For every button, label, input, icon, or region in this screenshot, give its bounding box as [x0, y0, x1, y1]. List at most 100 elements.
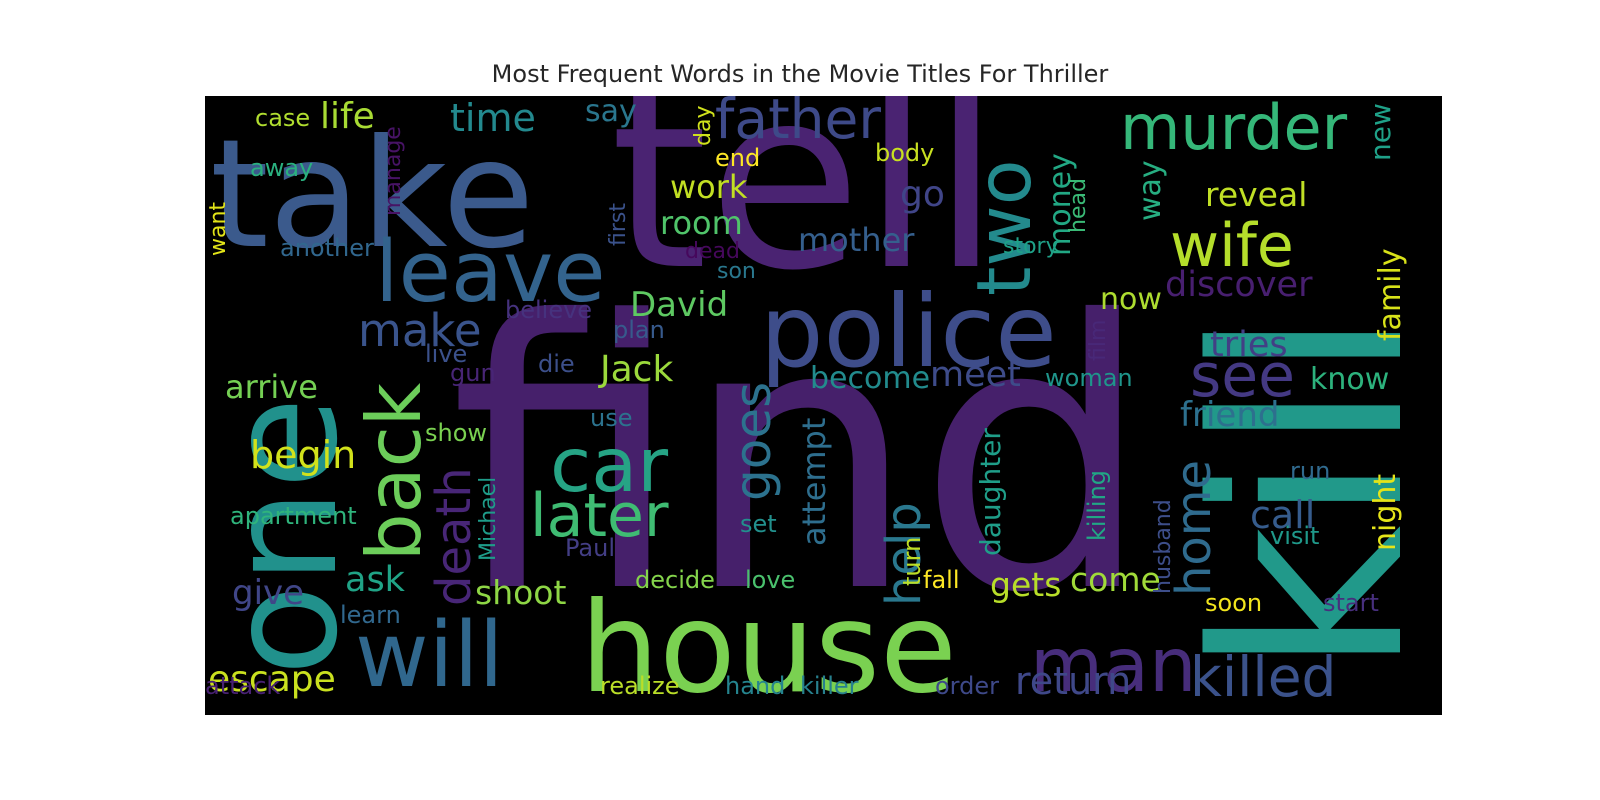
word-go: go: [900, 174, 945, 215]
word-want: want: [206, 202, 231, 256]
word-two: two: [960, 159, 1048, 296]
word-back: back: [350, 382, 438, 561]
word-attempt: attempt: [795, 418, 833, 546]
word-police: police: [760, 273, 1057, 390]
word-away: away: [250, 154, 313, 182]
word-body: body: [875, 139, 934, 167]
word-man: man: [1030, 621, 1197, 709]
word-ask: ask: [345, 560, 406, 600]
word-one: one: [205, 397, 371, 676]
word-discover: discover: [1165, 265, 1313, 305]
word-will: will: [355, 603, 504, 708]
word-later: later: [530, 481, 669, 551]
word-love: love: [745, 566, 795, 594]
word-kill: kill: [1160, 309, 1442, 676]
word-work: work: [670, 168, 748, 206]
word-say: say: [585, 96, 637, 129]
word-killer: killer: [800, 672, 859, 700]
word-friend: friend: [1180, 395, 1279, 435]
word-killing: killing: [1083, 470, 1111, 541]
word-set: set: [740, 510, 777, 538]
word-escape: escape: [208, 659, 336, 700]
word-take: take: [210, 108, 535, 282]
word-call: call: [1250, 493, 1315, 537]
word-case: case: [255, 104, 310, 132]
word-attack: attack: [205, 672, 280, 700]
word-find: find: [450, 244, 1152, 674]
word-day: day: [691, 106, 716, 146]
word-turn: turn: [898, 537, 926, 586]
word-soon: soon: [1205, 589, 1262, 617]
word-jack: Jack: [598, 349, 673, 390]
word-film: film: [1086, 320, 1111, 361]
word-story: story: [1003, 234, 1059, 259]
word-give: give: [232, 573, 304, 613]
word-death: death: [426, 467, 482, 606]
word-start: start: [1323, 589, 1379, 617]
word-new: new: [1364, 103, 1397, 161]
word-know: know: [1310, 362, 1389, 397]
word-return: return: [1015, 659, 1131, 703]
word-order: order: [935, 672, 999, 700]
word-reveal: reveal: [1205, 175, 1307, 214]
word-house: house: [580, 576, 957, 715]
word-life: life: [320, 96, 375, 137]
word-manage: manage: [381, 126, 406, 216]
word-son: son: [717, 259, 756, 284]
word-show: show: [425, 419, 487, 447]
word-tell: tell: [610, 96, 1001, 325]
word-help: help: [876, 502, 932, 606]
word-learn: learn: [340, 601, 401, 629]
word-killed: killed: [1190, 645, 1336, 709]
word-daughter: daughter: [974, 428, 1007, 556]
word-apartment: apartment: [230, 502, 357, 530]
word-realize: realize: [600, 672, 680, 700]
word-way: way: [1133, 160, 1168, 221]
word-plan: plan: [613, 316, 665, 344]
word-fall: fall: [923, 566, 960, 594]
word-make: make: [358, 304, 482, 357]
word-tries: tries: [1210, 325, 1288, 365]
word-money: money: [1043, 153, 1078, 256]
word-husband: husband: [1151, 499, 1176, 594]
word-paul: Paul: [565, 534, 615, 562]
word-woman: woman: [1045, 364, 1133, 392]
word-mother: mother: [798, 221, 915, 259]
chart-title: Most Frequent Words in the Movie Titles …: [491, 60, 1109, 88]
word-room: room: [660, 204, 743, 242]
word-dead: dead: [685, 239, 740, 264]
word-cloud: find tell kill one take house police will leave c…: [205, 96, 1442, 715]
word-come: come: [1070, 560, 1161, 599]
word-believe: believe: [505, 296, 592, 324]
word-wife: wife: [1170, 211, 1294, 281]
word-goes: goes: [724, 382, 782, 501]
word-gun: gun: [450, 359, 496, 387]
word-meet: meet: [930, 355, 1021, 395]
word-decide: decide: [635, 566, 715, 594]
word-night: night: [1368, 474, 1403, 551]
word-visit: visit: [1270, 522, 1319, 550]
word-run: run: [1290, 457, 1330, 485]
word-now: now: [1100, 282, 1162, 317]
word-gets: gets: [990, 565, 1061, 604]
word-see: see: [1190, 341, 1295, 411]
word-die: die: [538, 350, 575, 378]
word-father: father: [715, 96, 881, 151]
word-end: end: [715, 144, 760, 172]
word-family: family: [1373, 248, 1408, 341]
word-first: first: [606, 203, 631, 246]
word-arrive: arrive: [225, 368, 318, 406]
word-time: time: [450, 96, 536, 140]
word-car: car: [550, 421, 668, 509]
word-hand: hand: [725, 672, 785, 700]
word-leave: leave: [375, 223, 606, 322]
word-murder: murder: [1120, 96, 1348, 164]
word-another: another: [280, 234, 374, 262]
word-begin: begin: [250, 433, 356, 477]
word-david: David: [630, 285, 728, 325]
word-become: become: [810, 361, 930, 396]
word-live: live: [425, 340, 467, 368]
word-head: head: [1066, 178, 1091, 233]
word-michael: Michael: [476, 477, 501, 561]
